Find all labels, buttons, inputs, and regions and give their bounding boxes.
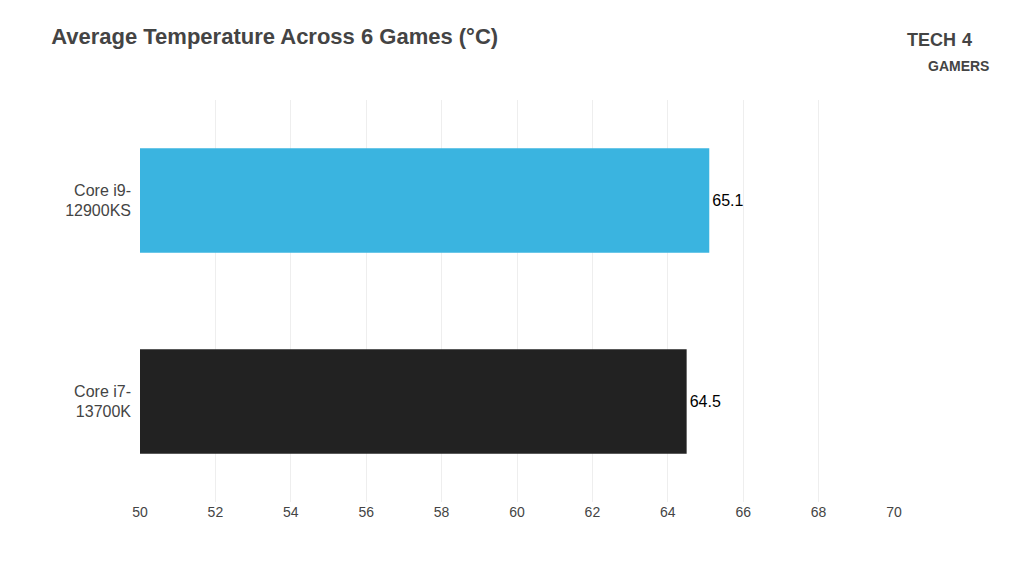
svg-text:TECH: TECH xyxy=(907,30,956,50)
svg-text:50: 50 xyxy=(132,504,148,520)
svg-text:62: 62 xyxy=(585,504,601,520)
svg-text:68: 68 xyxy=(811,504,827,520)
svg-text:65.1: 65.1 xyxy=(712,192,743,209)
svg-text:Core i7-13700K: Core i7-13700K xyxy=(74,383,131,421)
svg-text:52: 52 xyxy=(208,504,224,520)
svg-text:54: 54 xyxy=(283,504,299,520)
svg-text:70: 70 xyxy=(886,504,902,520)
svg-text:64.5: 64.5 xyxy=(690,393,721,410)
svg-text:58: 58 xyxy=(434,504,450,520)
svg-text:4: 4 xyxy=(962,30,972,50)
svg-text:60: 60 xyxy=(509,504,525,520)
svg-text:66: 66 xyxy=(735,504,751,520)
svg-text:GAMERS: GAMERS xyxy=(928,58,989,74)
svg-text:56: 56 xyxy=(358,504,374,520)
svg-text:Average Temperature Across 6 G: Average Temperature Across 6 Games (°C) xyxy=(51,24,498,49)
svg-text:Core i9-12900KS: Core i9-12900KS xyxy=(65,182,131,220)
svg-text:64: 64 xyxy=(660,504,676,520)
